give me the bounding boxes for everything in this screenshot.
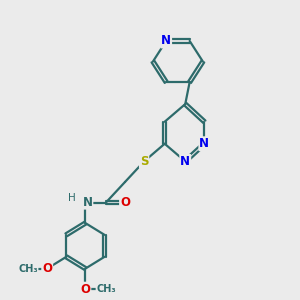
- Text: CH₃: CH₃: [18, 264, 38, 274]
- Text: CH₃: CH₃: [96, 284, 116, 294]
- Text: O: O: [80, 283, 90, 296]
- Text: H: H: [68, 193, 76, 203]
- Text: S: S: [140, 155, 148, 168]
- Text: N: N: [161, 34, 171, 47]
- Text: N: N: [199, 137, 209, 150]
- Text: N: N: [180, 155, 190, 168]
- Text: O: O: [42, 262, 52, 275]
- Text: O: O: [120, 196, 130, 209]
- Text: N: N: [83, 196, 93, 209]
